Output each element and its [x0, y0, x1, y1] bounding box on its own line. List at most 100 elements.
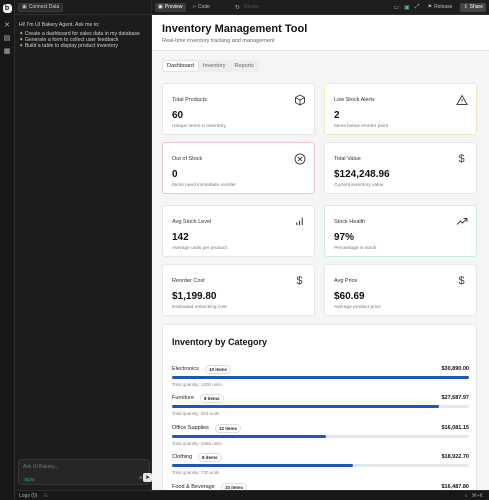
- preview-tab[interactable]: ▣ Preview: [155, 2, 186, 12]
- tab-dashboard[interactable]: Dashboard: [163, 61, 198, 71]
- card-value: 97%: [334, 232, 355, 243]
- stat-card-avg-price: Avg Price $60.69 Average product price $: [324, 264, 477, 316]
- greeting-text: Hi! I'm UI Bakery Agent. Ask me to:: [19, 22, 100, 28]
- sparkle-icon: ✦: [19, 31, 24, 37]
- app-logo[interactable]: b: [2, 4, 12, 13]
- card-desc: Average product price: [334, 305, 381, 310]
- share-label: Share: [469, 4, 483, 10]
- category-name: Furniture: [172, 395, 195, 401]
- card-value: $60.69: [334, 291, 365, 302]
- layers-icon[interactable]: ▤: [3, 35, 11, 42]
- dollar-icon: $: [296, 274, 303, 287]
- suggestion-item[interactable]: ✦ Generate a form to collect user feedba…: [19, 37, 119, 43]
- stat-card-stock-health: Stock Health 97% Percentage in stock: [324, 205, 477, 257]
- plug-icon: ▣: [22, 4, 27, 10]
- x-circle-icon: [293, 152, 306, 165]
- category-name: Food & Beverage: [172, 484, 215, 490]
- refresh-icon[interactable]: ↻: [234, 4, 240, 11]
- box-icon: [293, 93, 306, 106]
- progress-track: [172, 464, 469, 467]
- category-quantity: Total quantity: 3365 units: [172, 441, 222, 446]
- card-label: Stock Health: [334, 219, 366, 225]
- ai-agent-icon[interactable]: ✕: [4, 22, 10, 29]
- category-name: Office Supplies: [172, 425, 209, 431]
- progress-fill: [172, 435, 327, 438]
- warning-icon: [455, 93, 468, 106]
- stat-card-reorder-cost: Reorder Cost $1,199.80 Estimated restock…: [162, 264, 315, 316]
- item-count-badge: 8 items: [198, 453, 222, 462]
- view-tabs: Dashboard Inventory Reports: [162, 60, 259, 72]
- card-value: 0: [172, 169, 178, 180]
- item-count-badge: 8 items: [200, 394, 224, 403]
- inventory-by-category: Inventory by Category Electronics 10 item…: [162, 324, 477, 490]
- category-value: $18,922.70: [441, 454, 469, 460]
- stat-card-low-stock: Low Stock Alerts 2 Items below reorder p…: [324, 83, 477, 135]
- save-status-icon[interactable]: ▣: [404, 4, 410, 11]
- category-row: Food & Beverage 10 items $16,487.80: [172, 483, 469, 490]
- toolbar-right: ▭ ▣ ⤢ ⚑ Release ⇪ Share: [393, 2, 486, 12]
- attach-icon[interactable]: ⌀: [139, 475, 143, 481]
- card-label: Avg Price: [334, 278, 358, 284]
- category-quantity: Total quantity: 1000 units: [172, 382, 222, 387]
- code-tab[interactable]: ‹› Code: [190, 3, 213, 12]
- release-button[interactable]: ⚑ Release: [425, 3, 456, 12]
- category-value: $16,081.15: [441, 425, 469, 431]
- share-button[interactable]: ⇪ Share: [460, 2, 486, 12]
- dollar-icon: $: [458, 152, 465, 165]
- send-button[interactable]: ➤: [143, 473, 152, 482]
- item-count-badge: 12 items: [215, 424, 242, 433]
- code-icon: ‹›: [192, 4, 196, 10]
- status-bar: Logs (0) ⊟ ⌕ ⌘+K: [15, 490, 489, 500]
- chat-header: ▣ Connect Data: [15, 0, 151, 15]
- agent-chat-panel: ▣ Connect Data Hi! I'm UI Bakery Agent. …: [15, 0, 152, 500]
- card-desc: Items below reorder point: [334, 124, 389, 129]
- bar-chart-icon: [293, 215, 306, 228]
- eye-icon: ▣: [158, 4, 163, 10]
- connect-data-button[interactable]: ▣ Connect Data: [18, 2, 64, 12]
- history-icon[interactable]: ⊟: [43, 492, 48, 499]
- card-desc: Unique items in inventory: [172, 124, 226, 129]
- status-right: ⌕ ⌘+K: [465, 493, 489, 499]
- chat-input-box[interactable]: Ask UI Bakery... 81% ⌀ ➤: [18, 459, 152, 485]
- share-icon: ⇪: [463, 4, 468, 10]
- card-desc: Items need immediate reorder: [172, 183, 236, 188]
- monitor-icon[interactable]: ▭: [393, 4, 400, 11]
- card-label: Total Products: [172, 97, 207, 103]
- progress-fill: [172, 376, 469, 379]
- item-count-badge: 10 items: [205, 365, 232, 374]
- logs-button[interactable]: Logs (0): [19, 492, 38, 499]
- chat-input-placeholder[interactable]: Ask UI Bakery...: [23, 464, 59, 470]
- preview-label: Preview: [164, 4, 183, 10]
- stat-card-total-value: Total Value $124,248.96 Current inventor…: [324, 142, 477, 194]
- rocket-icon: ⚑: [427, 4, 433, 10]
- editor-toolbar: ▣ Preview ‹› Code ↻ Device ▭ ▣ ⤢ ⚑ Relea…: [152, 0, 489, 15]
- category-row: Office Supplies 12 items $16,081.15 Total q…: [172, 424, 469, 453]
- tab-inventory[interactable]: Inventory: [202, 63, 226, 69]
- card-desc: Average units per product: [172, 246, 227, 251]
- app-header: Inventory Management Tool Real-time inve…: [152, 15, 489, 51]
- card-desc: Percentage in stock: [334, 246, 377, 251]
- progress-track: [172, 435, 469, 438]
- suggestion-item[interactable]: ✦ Create a dashboard for sales data in m…: [19, 31, 140, 37]
- tab-reports[interactable]: Reports: [234, 63, 254, 69]
- suggestion-item[interactable]: ✦ Build a table to display product inven…: [19, 43, 118, 49]
- stat-card-out-of-stock: Out of Stock 0 Items need immediate reor…: [162, 142, 315, 194]
- usage-badge: 81%: [23, 477, 37, 482]
- app-preview: Inventory Management Tool Real-time inve…: [152, 15, 489, 490]
- connect-data-label: Connect Data: [28, 4, 60, 10]
- card-label: Avg Stock Level: [172, 219, 212, 225]
- send-icon: ➤: [144, 475, 151, 481]
- database-icon[interactable]: ▦: [3, 48, 11, 55]
- code-label: Code: [197, 4, 210, 10]
- progress-fill: [172, 464, 354, 467]
- stat-card-total-products: Total Products 60 Unique items in invent…: [162, 83, 315, 135]
- progress-track: [172, 376, 469, 379]
- section-title: Inventory by Category: [172, 337, 268, 347]
- category-quantity: Total quantity: 203 units: [172, 411, 220, 416]
- card-label: Out of Stock: [172, 156, 203, 162]
- device-label[interactable]: Device: [243, 4, 260, 10]
- card-label: Total Value: [334, 156, 361, 162]
- search-icon[interactable]: ⌕: [464, 492, 468, 499]
- expand-icon[interactable]: ⤢: [414, 3, 420, 10]
- category-row: Furniture 8 items $27,687.97 Total quantity…: [172, 394, 469, 423]
